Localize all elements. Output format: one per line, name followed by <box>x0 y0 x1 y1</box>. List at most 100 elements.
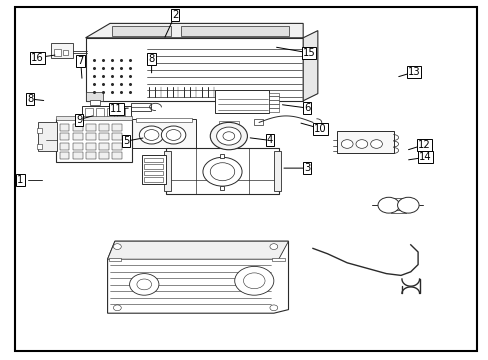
Bar <box>51 43 73 58</box>
Bar <box>86 152 96 159</box>
Polygon shape <box>85 38 303 101</box>
Bar <box>390 198 405 201</box>
Text: 1: 1 <box>17 175 24 185</box>
Bar <box>60 143 69 150</box>
Bar <box>131 103 150 111</box>
Text: 15: 15 <box>302 48 315 58</box>
Circle shape <box>137 279 151 290</box>
Circle shape <box>397 197 418 213</box>
Bar <box>136 118 192 122</box>
Circle shape <box>223 132 234 140</box>
Bar <box>215 90 268 113</box>
Circle shape <box>243 273 264 289</box>
Bar <box>219 148 238 151</box>
Circle shape <box>269 244 277 249</box>
Bar <box>96 108 103 118</box>
Bar <box>37 128 41 133</box>
Bar <box>390 210 405 213</box>
Bar <box>62 50 68 55</box>
Circle shape <box>341 140 352 148</box>
Text: 8: 8 <box>27 94 33 104</box>
Bar <box>108 258 121 261</box>
Bar <box>106 108 114 118</box>
Bar <box>99 152 109 159</box>
Polygon shape <box>303 31 317 101</box>
Bar <box>60 124 69 131</box>
Bar <box>181 26 288 36</box>
Polygon shape <box>166 148 278 194</box>
Bar <box>112 26 171 36</box>
Circle shape <box>129 274 159 295</box>
Bar <box>117 108 125 118</box>
Bar <box>99 124 109 131</box>
Circle shape <box>370 140 382 148</box>
Bar <box>60 152 69 159</box>
Circle shape <box>210 122 247 150</box>
Bar <box>144 177 163 182</box>
Circle shape <box>166 130 181 140</box>
Bar <box>268 100 278 104</box>
Circle shape <box>216 127 241 145</box>
Text: 11: 11 <box>110 104 122 114</box>
Bar <box>112 124 122 131</box>
Text: 7: 7 <box>77 56 84 66</box>
Text: 10: 10 <box>313 123 326 134</box>
Circle shape <box>161 126 185 144</box>
Text: 8: 8 <box>148 54 154 64</box>
Circle shape <box>113 305 121 311</box>
Circle shape <box>203 157 242 186</box>
Bar <box>82 106 131 120</box>
Bar <box>144 171 163 175</box>
Bar <box>337 131 393 153</box>
Circle shape <box>210 163 234 181</box>
Text: 9: 9 <box>76 114 82 125</box>
Bar <box>73 152 82 159</box>
Circle shape <box>113 244 121 249</box>
Bar <box>90 100 100 105</box>
Bar <box>56 116 132 120</box>
Polygon shape <box>85 23 303 38</box>
Text: 2: 2 <box>171 10 178 20</box>
Text: 6: 6 <box>303 103 310 113</box>
Circle shape <box>139 126 163 144</box>
Bar <box>254 119 263 125</box>
Bar <box>85 92 102 101</box>
Bar <box>37 144 41 149</box>
Bar <box>112 143 122 150</box>
Bar <box>86 124 96 131</box>
Circle shape <box>355 140 367 148</box>
Circle shape <box>234 266 273 295</box>
Bar <box>273 151 281 191</box>
Bar <box>144 164 163 169</box>
Text: 13: 13 <box>407 67 420 77</box>
Circle shape <box>269 305 277 311</box>
Bar <box>56 119 132 162</box>
Circle shape <box>144 130 159 140</box>
Bar <box>268 108 278 112</box>
Bar <box>272 258 284 261</box>
Bar <box>268 104 278 108</box>
Bar <box>86 133 96 140</box>
Bar <box>112 133 122 140</box>
Bar <box>142 155 166 184</box>
Text: 5: 5 <box>122 136 129 146</box>
Bar <box>163 151 171 191</box>
Bar <box>268 96 278 100</box>
Bar <box>99 143 109 150</box>
Polygon shape <box>107 241 288 259</box>
Text: 4: 4 <box>266 135 272 145</box>
Bar <box>99 133 109 140</box>
Bar <box>73 124 82 131</box>
Bar <box>73 133 82 140</box>
Circle shape <box>377 197 399 213</box>
Bar <box>132 119 195 148</box>
Bar <box>54 49 61 56</box>
Bar <box>60 133 69 140</box>
Bar <box>144 158 163 162</box>
Bar <box>38 122 57 151</box>
Text: 14: 14 <box>418 152 431 162</box>
Text: 12: 12 <box>417 140 430 150</box>
Bar <box>268 93 278 96</box>
Bar <box>73 143 82 150</box>
Bar <box>86 143 96 150</box>
